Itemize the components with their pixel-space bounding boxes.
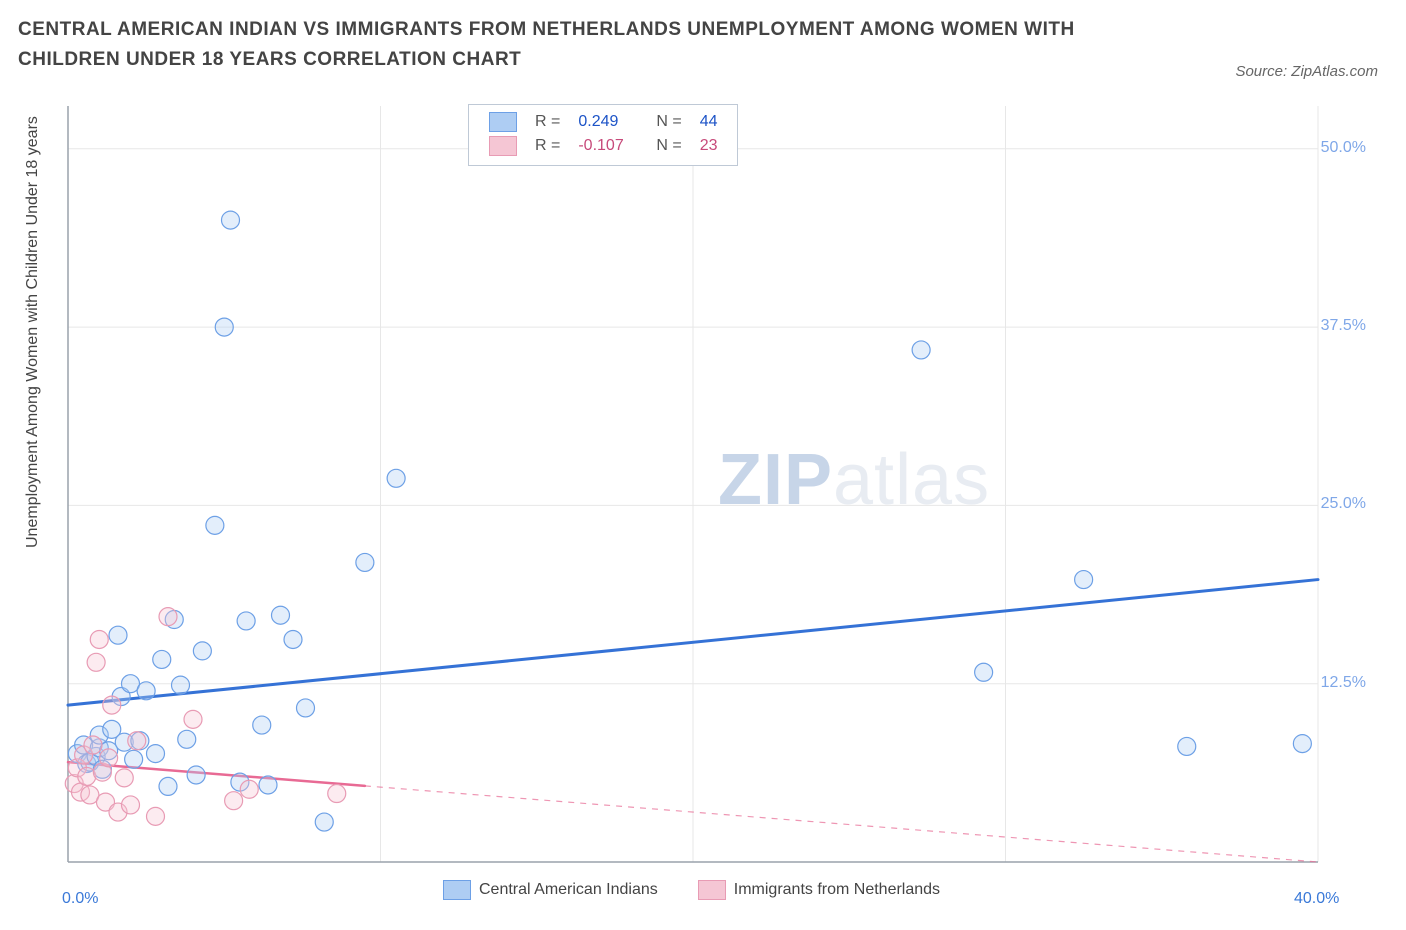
- x-tick-label: 40.0%: [1294, 890, 1339, 908]
- y-axis-label: Unemployment Among Women with Children U…: [24, 116, 42, 548]
- legend-stats: R =0.249N =44R =-0.107N =23: [468, 104, 738, 166]
- y-tick-label: 25.0%: [1321, 495, 1366, 513]
- x-tick-label: 0.0%: [62, 890, 98, 908]
- y-tick-label: 12.5%: [1321, 674, 1366, 692]
- y-tick-label: 50.0%: [1321, 139, 1366, 157]
- legend-series: Central American IndiansImmigrants from …: [443, 880, 980, 900]
- scatter-plot: [18, 98, 1388, 910]
- page-title: CENTRAL AMERICAN INDIAN VS IMMIGRANTS FR…: [18, 15, 1118, 76]
- chart-container: Unemployment Among Women with Children U…: [18, 98, 1388, 910]
- y-tick-label: 37.5%: [1321, 317, 1366, 335]
- source-label: Source: ZipAtlas.com: [1235, 63, 1378, 80]
